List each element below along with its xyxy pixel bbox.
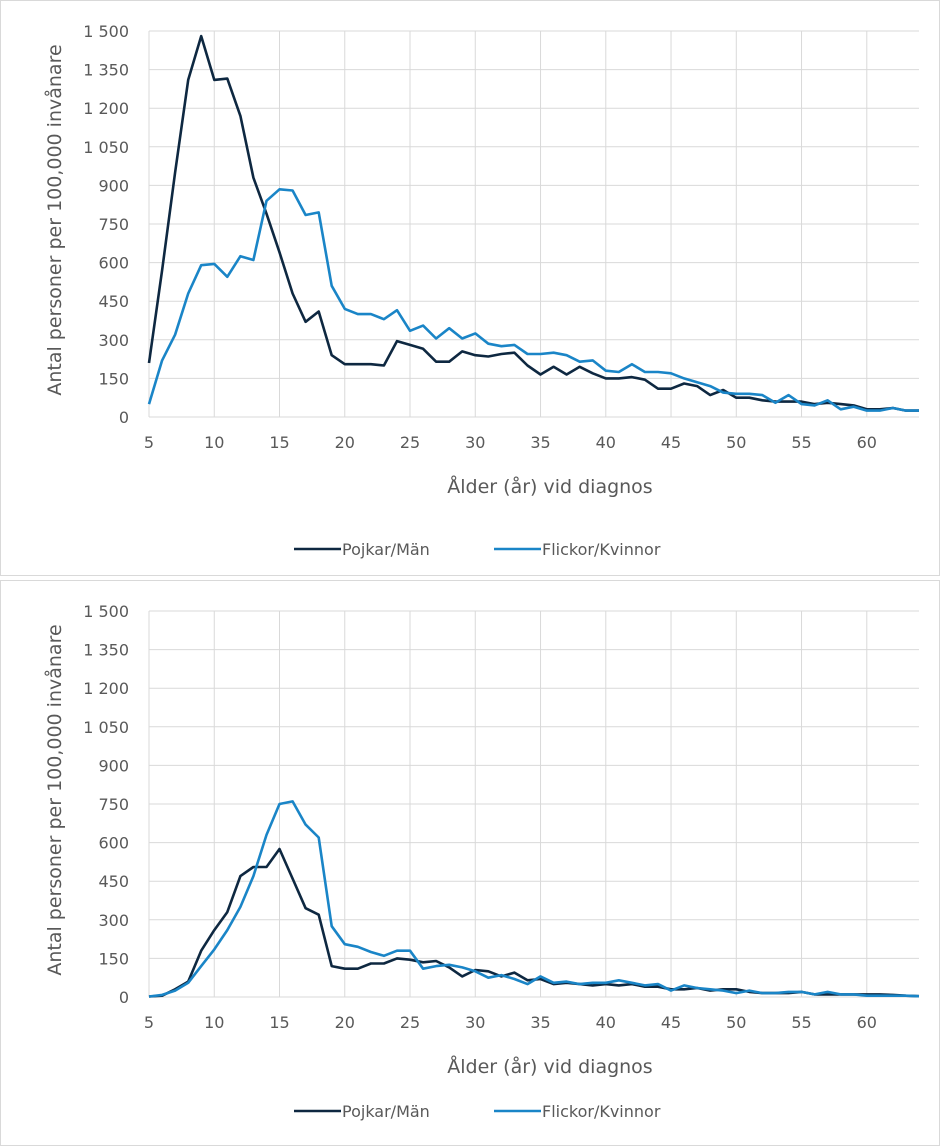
line-chart: 0 150 300 450 600 750 900 1 050 1 200 1 350 1 500 5… — [43, 602, 920, 1121]
y-tick-label: 600 — [98, 254, 129, 273]
x-axis-title: Ålder (år) vid diagnos — [447, 1055, 652, 1078]
series-line-flickor-kvinnor — [148, 800, 920, 998]
x-tick-label: 5 — [144, 433, 154, 452]
legend-label: Pojkar/Män — [342, 1102, 430, 1121]
y-tick-label: 450 — [98, 292, 129, 311]
y-tick-label: 900 — [98, 756, 129, 775]
x-tick-label: 55 — [791, 1013, 811, 1032]
x-tick-label: 35 — [530, 433, 550, 452]
y-tick-label: 0 — [119, 988, 129, 1007]
legend-label: Flickor/Kvinnor — [542, 1102, 661, 1121]
y-axis-title: Antal personer per 100,000 invånare — [43, 44, 66, 395]
x-tick-label: 40 — [596, 433, 616, 452]
y-tick-label: 1 200 — [83, 679, 129, 698]
x-tick-label: 10 — [204, 433, 224, 452]
y-tick-label: 1 200 — [83, 99, 129, 118]
x-tick-label: 50 — [726, 1013, 746, 1032]
y-tick-label: 150 — [98, 369, 129, 388]
series-line-flickor-kvinnor — [147, 188, 919, 412]
y-tick-label: 1 500 — [83, 22, 129, 41]
x-axis-title: Ålder (år) vid diagnos — [447, 475, 652, 498]
legend-label: Pojkar/Män — [342, 540, 430, 559]
x-tick-label: 60 — [857, 1013, 877, 1032]
legend-label: Flickor/Kvinnor — [542, 540, 661, 559]
x-tick-label: 35 — [530, 1013, 550, 1032]
y-tick-label: 900 — [98, 176, 129, 195]
x-tick-label: 25 — [400, 433, 420, 452]
y-tick-label: 300 — [98, 911, 129, 930]
chart-panel-1: 0 150 300 450 600 750 900 1 050 1 200 1 350 1 500 5… — [0, 0, 940, 576]
x-tick-label: 10 — [204, 1013, 224, 1032]
x-tick-label: 60 — [857, 433, 877, 452]
x-tick-label: 30 — [465, 433, 485, 452]
y-tick-label: 1 050 — [83, 138, 129, 157]
x-tick-label: 30 — [465, 1013, 485, 1032]
x-tick-label: 50 — [726, 433, 746, 452]
y-tick-label: 600 — [98, 834, 129, 853]
x-tick-label: 45 — [661, 1013, 681, 1032]
x-tick-label: 15 — [269, 433, 289, 452]
y-tick-label: 1 350 — [83, 641, 129, 660]
y-tick-label: 150 — [98, 949, 129, 968]
y-tick-label: 300 — [98, 331, 129, 350]
series-line-pojkar-man — [147, 34, 919, 412]
y-tick-label: 1 350 — [83, 61, 129, 80]
x-tick-label: 25 — [400, 1013, 420, 1032]
chart-panel-2: 0 150 300 450 600 750 900 1 050 1 200 1 350 1 500 5… — [0, 580, 940, 1146]
y-tick-label: 1 050 — [83, 718, 129, 737]
y-tick-label: 750 — [98, 215, 129, 234]
x-tick-label: 20 — [335, 433, 355, 452]
x-tick-label: 5 — [144, 1013, 154, 1032]
y-tick-label: 750 — [98, 795, 129, 814]
y-tick-label: 0 — [119, 408, 129, 427]
series-line-pojkar-man — [148, 847, 920, 998]
y-axis-title: Antal personer per 100,000 invånare — [43, 624, 66, 975]
x-tick-label: 40 — [596, 1013, 616, 1032]
x-tick-label: 45 — [661, 433, 681, 452]
line-chart: 0 150 300 450 600 750 900 1 050 1 200 1 350 1 500 5… — [43, 22, 919, 559]
y-tick-label: 450 — [98, 872, 129, 891]
x-tick-label: 20 — [335, 1013, 355, 1032]
x-tick-label: 55 — [791, 433, 811, 452]
y-tick-label: 1 500 — [83, 602, 129, 621]
x-tick-label: 15 — [269, 1013, 289, 1032]
